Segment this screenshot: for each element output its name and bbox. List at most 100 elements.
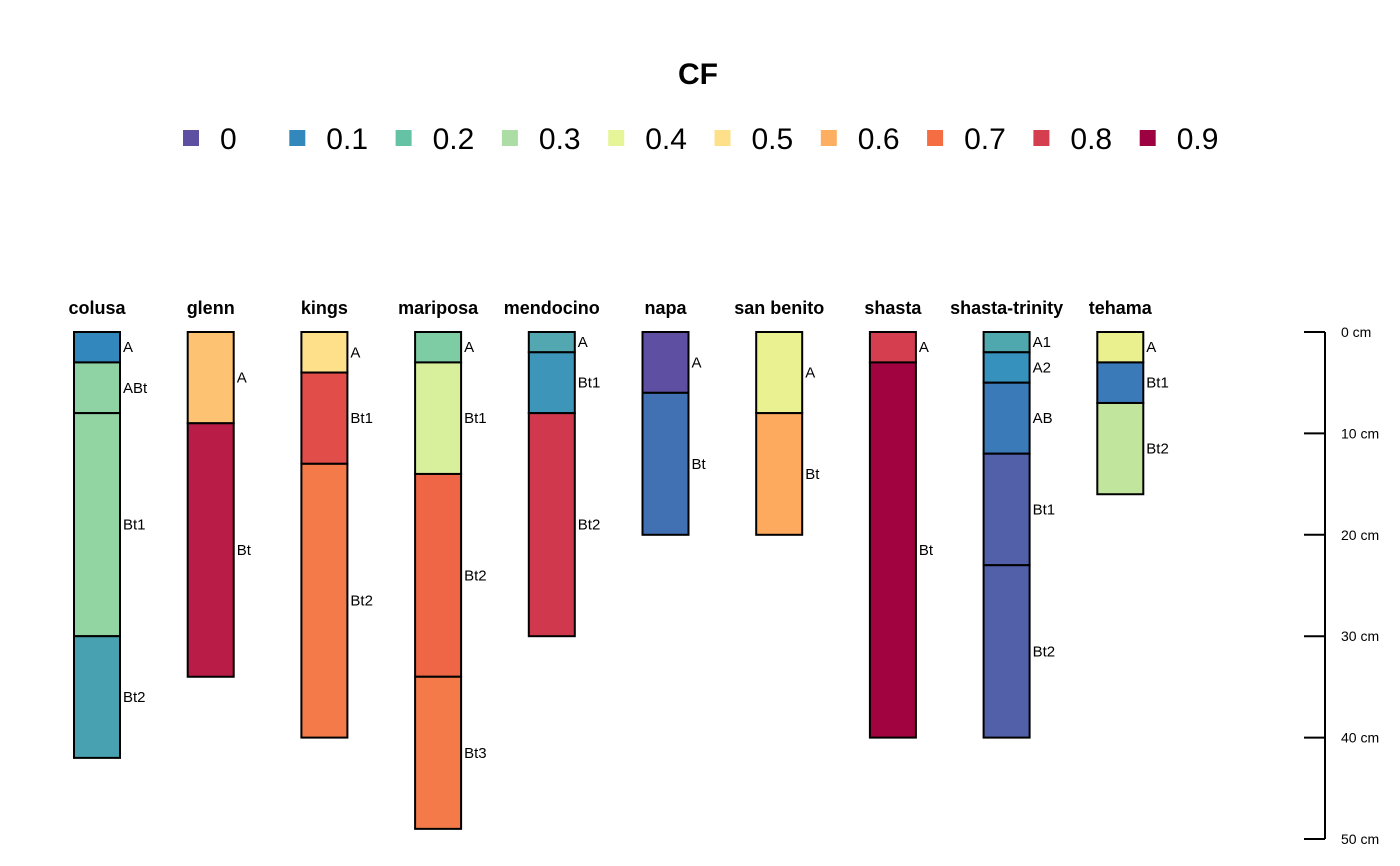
horizon-label: Bt (919, 542, 934, 559)
horizon-A (300, 331, 349, 374)
horizon-Bt2 (527, 412, 576, 638)
horizon-label: Bt2 (464, 567, 487, 584)
horizon-Bt1 (414, 361, 463, 475)
horizon-label: AB (1033, 410, 1053, 427)
horizon-label: A (123, 339, 133, 356)
horizon-A2 (982, 351, 1031, 384)
depth-tick-label: 10 cm (1341, 425, 1379, 441)
horizon-label: A2 (1033, 359, 1051, 376)
legend-label-5: 0.5 (752, 123, 794, 156)
profile-name: colusa (68, 298, 126, 318)
depth-tick-label: 50 cm (1341, 831, 1379, 847)
profile-napa: napa A Bt (641, 298, 707, 536)
legend-label-0: 0 (220, 123, 237, 156)
horizon-label: A (464, 339, 474, 356)
horizon-Bt2 (1096, 401, 1145, 496)
depth-tick-label: 40 cm (1341, 730, 1379, 746)
horizon-Bt (186, 422, 235, 678)
horizon-label: A (578, 334, 588, 351)
horizon-label: Bt2 (123, 689, 146, 706)
chart-title: CF (678, 58, 718, 91)
profile-name: napa (644, 298, 687, 318)
horizon-Bt2 (300, 462, 349, 739)
legend-label-2: 0.2 (433, 123, 475, 156)
horizon-AB (982, 381, 1031, 455)
horizon-Bt1 (982, 452, 1031, 567)
legend-swatch-2 (395, 130, 412, 146)
horizon-label: Bt (237, 542, 252, 559)
horizon-label: Bt (692, 456, 707, 473)
horizon-label: Bt1 (1146, 375, 1169, 392)
legend-label-3: 0.3 (539, 123, 581, 156)
horizon-Bt2 (73, 635, 121, 759)
horizon-A (868, 331, 917, 364)
profile-name: mendocino (504, 298, 600, 318)
legend-label-4: 0.4 (645, 123, 687, 156)
horizon-label: Bt1 (464, 410, 487, 427)
legend: 0 0.1 0.2 0.3 0.4 0.5 0.6 0.7 0.8 0.9 (183, 123, 1218, 156)
horizon-Bt1 (1096, 361, 1145, 404)
legend-label-7: 0.7 (964, 123, 1006, 156)
horizon-Bt (868, 361, 917, 739)
horizon-label: Bt (805, 466, 820, 483)
profile-shasta-trinity: shasta-trinity A1 A2 AB Bt1 Bt2 (950, 298, 1063, 739)
profile-tehama: tehama A Bt1 Bt2 (1089, 298, 1169, 496)
profile-san-benito: san benito A Bt (734, 298, 824, 536)
horizon-label: Bt2 (1146, 441, 1169, 458)
horizon-Bt (755, 412, 804, 536)
horizon-label: A (237, 370, 247, 387)
horizon-label: Bt1 (350, 410, 373, 427)
horizon-Bt2 (982, 564, 1031, 739)
horizon-A (755, 331, 804, 415)
horizon-label: Bt2 (578, 517, 601, 534)
profile-shasta: shasta A Bt (864, 298, 934, 739)
horizon-label: Bt2 (1033, 643, 1056, 660)
horizon-A (527, 331, 576, 354)
profile-kings: kings A Bt1 Bt2 (300, 298, 373, 739)
profile-name: glenn (187, 298, 235, 318)
horizon-label: Bt2 (350, 593, 373, 610)
legend-label-8: 0.8 (1070, 123, 1112, 156)
profile-name: shasta (864, 298, 922, 318)
horizon-A (73, 331, 121, 364)
horizon-Bt3 (414, 675, 463, 830)
horizon-label: A (1146, 339, 1156, 356)
legend-swatch-9 (1139, 130, 1156, 146)
horizon-label: Bt1 (578, 375, 601, 392)
profile-name: shasta-trinity (950, 298, 1063, 318)
profile-mendocino: mendocino A Bt1 Bt2 (504, 298, 601, 638)
horizon-label: Bt1 (1033, 501, 1056, 518)
horizon-label: Bt1 (123, 517, 146, 534)
profile-glenn: glenn A Bt (186, 298, 252, 678)
horizon-label: ABt (123, 380, 148, 397)
horizon-A (1096, 331, 1145, 364)
horizon-label: A (350, 344, 360, 361)
legend-swatch-8 (1033, 130, 1050, 146)
horizon-Bt1 (527, 351, 576, 415)
horizon-Bt (641, 391, 690, 536)
legend-swatch-5 (714, 130, 731, 146)
horizon-A (414, 331, 463, 364)
profile-colusa: colusa A ABt Bt1 Bt2 (68, 298, 148, 759)
profile-name: kings (301, 298, 348, 318)
profile-mariposa: mariposa A Bt1 Bt2 Bt3 (398, 298, 487, 830)
legend-label-9: 0.9 (1177, 123, 1219, 156)
legend-label-6: 0.6 (858, 123, 900, 156)
depth-tick-label: 0 cm (1341, 324, 1371, 340)
profile-name: mariposa (398, 298, 479, 318)
profile-name: tehama (1089, 298, 1153, 318)
horizon-A1 (982, 331, 1031, 354)
legend-swatch-1 (289, 130, 306, 146)
legend-swatch-3 (501, 130, 518, 146)
horizon-label: A (692, 354, 702, 371)
horizon-Bt1 (73, 412, 121, 638)
horizon-A (186, 331, 235, 425)
legend-swatch-0 (183, 130, 199, 146)
horizon-Bt2 (414, 472, 463, 678)
horizon-label: A (805, 365, 815, 382)
profiles: colusaAABtBt1Bt2glennABtkingsABt1Bt2mari… (68, 298, 1169, 830)
depth-tick-label: 20 cm (1341, 527, 1379, 543)
legend-swatch-4 (608, 130, 625, 146)
profile-name: san benito (734, 298, 824, 318)
